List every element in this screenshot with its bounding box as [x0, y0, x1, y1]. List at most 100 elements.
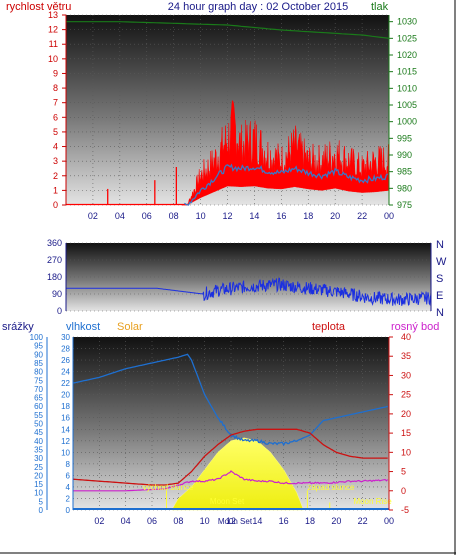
temp-x-tick: 06 — [147, 516, 157, 526]
rain-y-tick: 55 — [34, 411, 43, 420]
moonset2-label: Mo0n Set — [218, 517, 253, 526]
compass-label: N — [436, 239, 444, 251]
humidity-y-tick: 10 — [61, 448, 70, 457]
temperature-y-tick: 20 — [401, 409, 411, 419]
dewpoint-series — [73, 470, 389, 492]
humidity-y-tick: 16 — [61, 414, 70, 423]
pressure-y-tick: 980 — [397, 183, 412, 193]
humidity-label: vlhkost — [66, 321, 100, 333]
temperature-y-tick: -5 — [401, 505, 409, 515]
sunset-label: západ slunce — [307, 483, 355, 492]
temperature-y-tick: 25 — [401, 390, 411, 400]
rain-y-tick: 80 — [34, 368, 43, 377]
humidity-y-tick: 14 — [61, 425, 70, 434]
humidity-y-tick: 0 — [66, 506, 71, 515]
direction-y-tick: 0 — [57, 306, 62, 316]
temperature-y-tick: 40 — [401, 332, 411, 342]
wind-y-tick: 12 — [48, 25, 58, 35]
solar-label: Solar — [117, 321, 143, 333]
temp-x-tick: 20 — [331, 516, 341, 526]
pressure-label: tlak — [371, 1, 389, 13]
humidity-y-tick: 2 — [66, 494, 71, 503]
dewpoint-label: rosný bod — [391, 321, 439, 333]
wind-y-tick: 9 — [53, 68, 58, 78]
compass-label: N — [436, 307, 444, 319]
wind-y-tick: 13 — [48, 10, 58, 20]
temperature-y-tick: 35 — [401, 351, 411, 361]
wind-y-tick: 6 — [53, 112, 58, 122]
direction-y-tick: 270 — [47, 255, 62, 265]
moonset-label: Moon Set — [210, 497, 245, 506]
direction-y-tick: 90 — [52, 289, 62, 299]
temp-x-tick: 00 — [384, 516, 394, 526]
direction-y-tick: 180 — [47, 272, 62, 282]
rain-y-tick: 100 — [30, 333, 44, 342]
wind-y-tick: 1 — [53, 185, 58, 195]
humidity-y-tick: 18 — [61, 402, 70, 411]
temp-x-tick: 08 — [173, 516, 183, 526]
wind-x-tick: 14 — [249, 211, 259, 221]
compass-label: W — [436, 256, 447, 268]
temp-x-tick: 04 — [121, 516, 131, 526]
wind-y-tick: 2 — [53, 171, 58, 181]
humidity-y-tick: 22 — [61, 379, 70, 388]
wind-speed-label: rychlost větru — [6, 1, 71, 13]
temp-x-tick: 22 — [358, 516, 368, 526]
temperature-series — [72, 428, 388, 486]
wind-y-tick: 5 — [53, 127, 58, 137]
wind-x-tick: 20 — [330, 211, 340, 221]
wind-panel-axes: 02 04 06 08 10 12 14 16 18 20 22 000123456789101112… — [48, 10, 417, 221]
pressure-y-tick: 1025 — [397, 33, 417, 43]
rain-label: srážky — [2, 321, 34, 333]
wind-x-tick: 06 — [142, 211, 152, 221]
rain-y-tick: 40 — [34, 437, 43, 446]
compass-label: E — [436, 290, 443, 302]
humidity-y-tick: 20 — [61, 391, 70, 400]
rain-y-tick: 50 — [34, 420, 43, 429]
pressure-series — [66, 21, 390, 39]
pressure-y-tick: 995 — [397, 133, 412, 143]
direction-y-tick: 360 — [47, 238, 62, 248]
temperature-y-tick: 15 — [401, 428, 411, 438]
rain-y-tick: 35 — [34, 445, 43, 454]
gust-series — [181, 99, 389, 206]
pressure-y-tick: 1015 — [397, 67, 417, 77]
temp-x-tick: 12 — [226, 516, 236, 526]
humidity-y-tick: 24 — [61, 368, 70, 377]
direction-panel-grid — [66, 242, 431, 312]
pressure-y-tick: 975 — [397, 200, 412, 210]
pressure-y-tick: 985 — [397, 167, 412, 177]
wind-x-tick: 04 — [115, 211, 125, 221]
rain-y-tick: 25 — [34, 463, 43, 472]
pressure-y-tick: 990 — [397, 150, 412, 160]
rain-y-tick: 30 — [34, 454, 43, 463]
pressure-y-tick: 1000 — [397, 117, 417, 127]
graph-title: 24 hour graph day : 02 October 2015 — [168, 1, 348, 13]
temp-x-tick: 18 — [305, 516, 315, 526]
temperature-y-tick: 5 — [401, 467, 406, 477]
rain-y-tick: 0 — [39, 506, 44, 515]
temp-x-tick: 10 — [200, 516, 210, 526]
rain-y-tick: 15 — [34, 480, 43, 489]
wind-panel-marks — [66, 21, 390, 206]
rain-y-tick: 60 — [34, 402, 43, 411]
humidity-y-tick: 12 — [61, 437, 70, 446]
wind-y-tick: 3 — [53, 156, 58, 166]
wind-x-tick: 10 — [196, 211, 206, 221]
temperature-y-tick: 10 — [401, 447, 411, 457]
temp-panel-axes: 0510152025303540455055606570758085909510… — [30, 332, 411, 526]
temp-x-tick: 16 — [279, 516, 289, 526]
wind-x-tick: 22 — [357, 211, 367, 221]
pressure-y-tick: 1010 — [397, 83, 417, 93]
rain-y-tick: 70 — [34, 385, 43, 394]
humidity-y-tick: 6 — [66, 471, 71, 480]
wind-x-tick: 00 — [384, 211, 394, 221]
temp-panel-grid — [73, 336, 390, 511]
direction-panel-marks — [66, 277, 432, 306]
wind-y-tick: 0 — [53, 200, 58, 210]
wind-y-tick: 11 — [49, 39, 58, 49]
humidity-y-tick: 28 — [61, 345, 70, 354]
rain-y-tick: 65 — [34, 394, 43, 403]
